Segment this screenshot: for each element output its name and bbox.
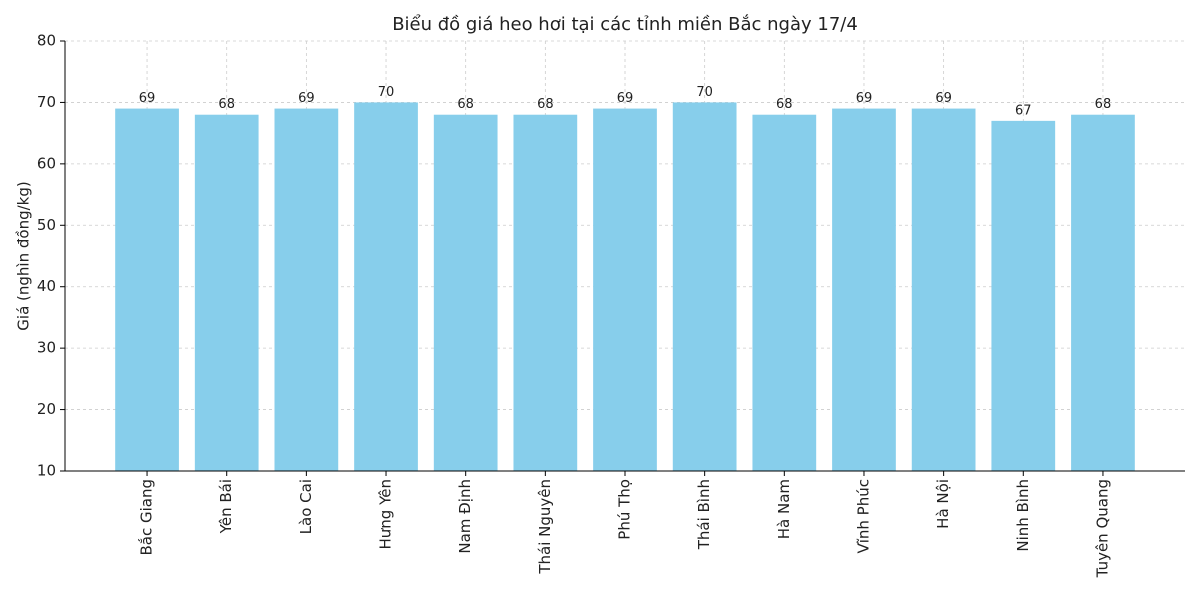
- x-tick-label: Hưng Yên: [377, 479, 395, 550]
- value-label: 68: [537, 97, 554, 112]
- value-label: 68: [776, 97, 793, 112]
- bar: [832, 108, 896, 472]
- bar: [672, 102, 737, 471]
- y-tick-label: 20: [37, 400, 56, 418]
- x-tick-label: Phú Thọ: [616, 479, 634, 540]
- bar: [354, 102, 418, 471]
- value-label: 69: [856, 91, 873, 106]
- bar: [991, 120, 1056, 471]
- value-label: 69: [935, 91, 952, 106]
- value-label: 67: [1015, 103, 1032, 118]
- value-label: 70: [696, 85, 713, 100]
- bar: [194, 114, 259, 471]
- y-tick-label: 70: [37, 93, 56, 111]
- value-label: 68: [218, 97, 235, 112]
- bar: [115, 108, 179, 472]
- x-tick-label: Hà Nội: [934, 479, 952, 529]
- y-tick-label: 80: [37, 32, 56, 50]
- x-tick-label: Thái Bình: [695, 479, 713, 550]
- y-tick-label: 40: [37, 277, 56, 295]
- y-tick-label: 50: [37, 216, 56, 234]
- chart-title: Biểu đồ giá heo hơi tại các tỉnh miền Bắ…: [392, 14, 858, 35]
- bar: [433, 114, 498, 471]
- x-tick-label: Bắc Giang: [138, 479, 156, 556]
- bar: [911, 108, 976, 472]
- value-label: 70: [378, 85, 395, 100]
- x-tick-label: Lào Cai: [297, 479, 315, 534]
- value-label: 68: [457, 97, 474, 112]
- y-axis-label: Giá (nghìn đồng/kg): [15, 181, 33, 330]
- value-label: 69: [139, 91, 156, 106]
- y-tick-label: 10: [37, 462, 56, 480]
- x-tick-label: Hà Nam: [775, 479, 793, 539]
- x-tick-label: Ninh Bình: [1014, 479, 1032, 552]
- bar: [513, 114, 578, 471]
- bar: [274, 108, 339, 472]
- bar: [593, 108, 657, 472]
- x-tick-label: Thái Nguyên: [536, 479, 554, 575]
- x-tick-label: Yên Bái: [217, 479, 235, 534]
- bar: [752, 114, 817, 471]
- value-label: 68: [1095, 97, 1112, 112]
- y-tick-label: 60: [37, 154, 56, 172]
- x-tick-label: Tuyên Quang: [1093, 479, 1111, 578]
- x-tick-label: Nam Định: [456, 479, 474, 554]
- value-label: 69: [298, 91, 315, 106]
- x-tick-label: Vĩnh Phúc: [854, 479, 872, 554]
- y-tick-label: 30: [37, 339, 56, 357]
- value-label: 69: [617, 91, 634, 106]
- bar: [1071, 114, 1135, 471]
